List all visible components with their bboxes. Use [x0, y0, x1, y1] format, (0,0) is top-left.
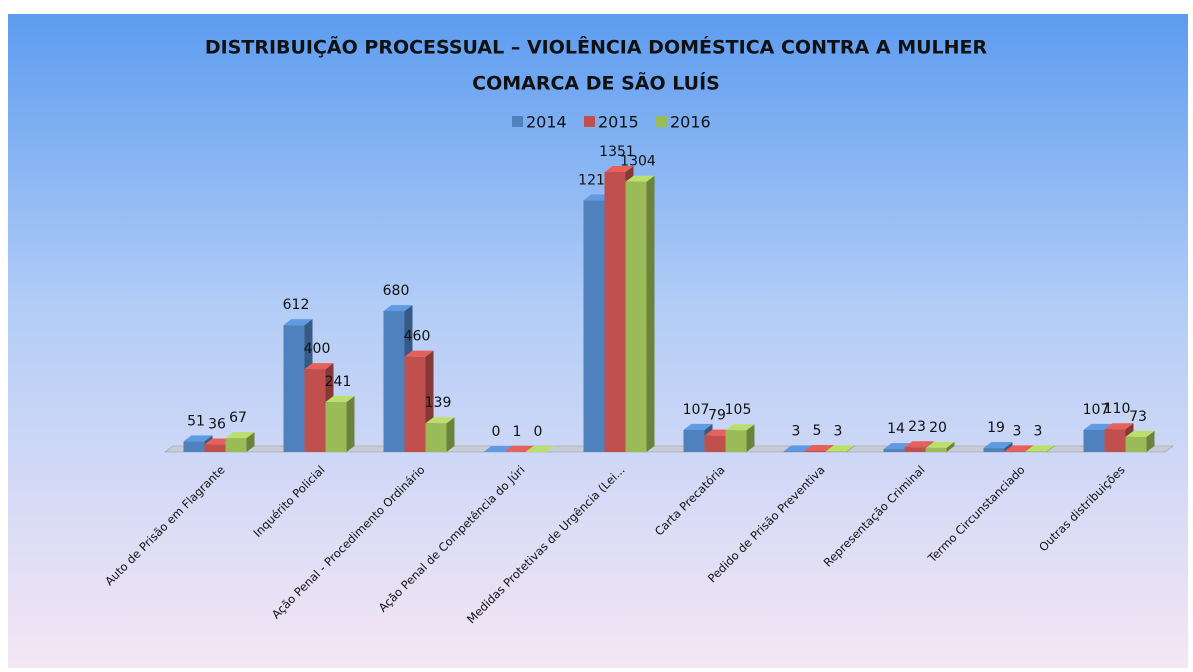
data-label: 5	[813, 423, 822, 439]
bar-front	[1005, 451, 1026, 452]
bar-front	[984, 448, 1005, 452]
data-label: 3	[1013, 423, 1022, 439]
legend-label: 2014	[526, 113, 567, 132]
data-label: 241	[325, 374, 352, 390]
data-label: 1	[513, 424, 522, 440]
bar-front	[226, 438, 247, 452]
bar-front	[584, 200, 605, 452]
data-label: 139	[425, 395, 452, 411]
bar	[426, 417, 455, 452]
bar-front	[426, 423, 447, 452]
data-label: 0	[534, 424, 543, 440]
bar-front	[1026, 451, 1047, 452]
data-label: 612	[283, 297, 310, 313]
data-label: 3	[792, 423, 801, 439]
data-label: 36	[208, 417, 226, 433]
bar-side	[347, 396, 355, 452]
chart-subtitle: COMARCA DE SÃO LUÍS	[472, 71, 720, 95]
bar	[1126, 431, 1155, 452]
bar	[726, 424, 755, 452]
legend-label: 2015	[598, 113, 639, 132]
bar-front	[305, 369, 326, 452]
bar-front	[726, 430, 747, 452]
legend-swatch	[656, 116, 667, 127]
bar-front	[826, 451, 847, 452]
legend-swatch	[584, 116, 595, 127]
bar-front	[184, 441, 205, 452]
data-label: 110	[1104, 401, 1131, 417]
bar-front	[405, 357, 426, 452]
chart-title: DISTRIBUIÇÃO PROCESSUAL – VIOLÊNCIA DOMÉ…	[205, 35, 988, 59]
data-label: 460	[404, 329, 431, 345]
bar-front	[684, 430, 705, 452]
data-label: 105	[725, 402, 752, 418]
legend-label: 2016	[670, 113, 711, 132]
bar	[226, 432, 255, 452]
bar-front	[705, 436, 726, 452]
data-label: 0	[492, 424, 501, 440]
data-label: 73	[1129, 409, 1147, 425]
data-label: 680	[383, 283, 410, 299]
bar-front	[905, 447, 926, 452]
data-label: 20	[929, 420, 947, 436]
data-label: 67	[229, 410, 247, 426]
bar-side	[647, 176, 655, 452]
data-label: 3	[834, 423, 843, 439]
bar	[326, 396, 355, 452]
bar-side	[447, 417, 455, 452]
data-label: 51	[187, 413, 205, 429]
bar-front	[1126, 437, 1147, 452]
data-label: 400	[304, 341, 331, 357]
data-label: 1304	[620, 154, 656, 170]
bar-front	[326, 402, 347, 452]
bar-front	[284, 325, 305, 452]
bar-front	[926, 448, 947, 452]
bar-front	[884, 449, 905, 452]
legend-swatch	[512, 116, 523, 127]
data-label: 23	[908, 419, 926, 435]
data-label: 19	[987, 420, 1005, 436]
data-label: 107	[683, 402, 710, 418]
bar-front	[805, 451, 826, 452]
bar-front	[784, 451, 805, 452]
bar-front	[605, 172, 626, 452]
bar-front	[1105, 429, 1126, 452]
data-label: 79	[708, 408, 726, 424]
data-label: 3	[1034, 423, 1043, 439]
bar-front	[626, 182, 647, 452]
data-label: 14	[887, 421, 905, 437]
bar	[626, 176, 655, 452]
bar-front	[205, 445, 226, 452]
bar-front	[384, 311, 405, 452]
bar-front	[1084, 430, 1105, 452]
